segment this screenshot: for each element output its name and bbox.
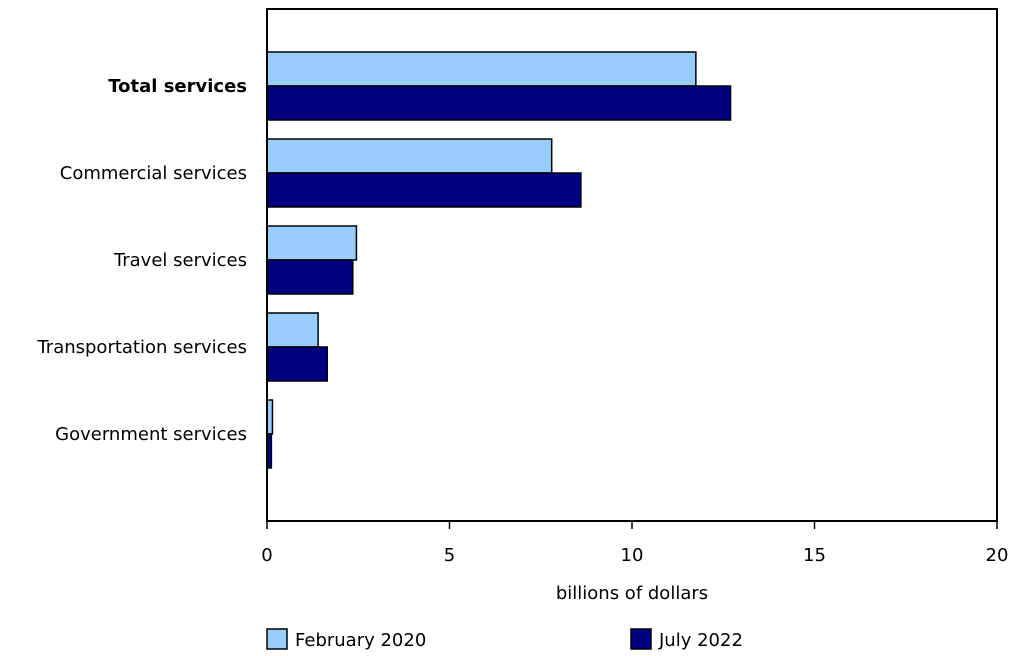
bar-total-services-february-2020 (266, 51, 697, 87)
x-tick-label: 0 (261, 545, 272, 566)
category-label-commercial-services: Commercial services (60, 163, 247, 184)
category-label-transportation-services: Transportation services (36, 337, 247, 358)
x-tick-label: 5 (444, 545, 455, 566)
category-label-total-services: Total services (108, 76, 247, 97)
bars-layer (266, 51, 732, 469)
x-axis: 0 5 10 15 20 (261, 521, 1008, 566)
category-label-travel-services: Travel services (113, 250, 247, 271)
bar-travel-services-february-2020 (266, 225, 358, 261)
bar-transportation-services-july-2022 (266, 346, 328, 382)
x-tick-label: 15 (803, 545, 826, 566)
legend-swatch-july-2022 (630, 628, 652, 650)
bar-commercial-services-july-2022 (266, 172, 582, 208)
x-axis-title: billions of dollars (556, 583, 708, 604)
bar-transportation-services-february-2020 (266, 312, 319, 348)
bar-travel-services-july-2022 (266, 259, 354, 295)
legend: February 2020 July 2022 (266, 628, 743, 651)
legend-label-july-2022: July 2022 (658, 630, 743, 651)
legend-label-february-2020: February 2020 (295, 630, 426, 651)
bar-commercial-services-february-2020 (266, 138, 553, 174)
x-tick-label: 20 (986, 545, 1009, 566)
bar-total-services-july-2022 (266, 85, 732, 121)
category-labels: Total services Commercial services Travel … (36, 76, 247, 445)
category-label-government-services: Government services (55, 424, 247, 445)
x-tick-label: 10 (621, 545, 644, 566)
legend-swatch-february-2020 (266, 628, 288, 650)
